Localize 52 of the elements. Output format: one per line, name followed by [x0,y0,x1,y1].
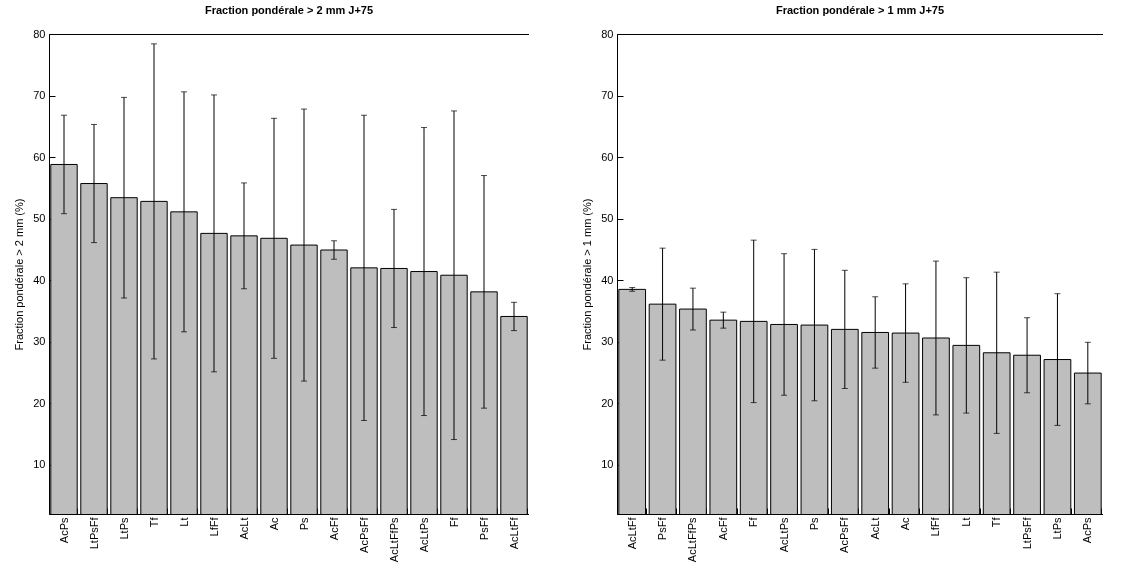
x-tick-label: Ac [267,517,280,531]
x-tick-label: PsFf [656,516,669,541]
x-tick-label: Ff [747,516,760,528]
x-tick-label: AcLtPs [777,517,790,553]
y-tick-label: 30 [33,335,46,348]
x-tick-label: LtPs [1050,517,1063,540]
y-tick-label: 40 [33,273,46,286]
x-tick-label: Lt [177,517,190,527]
y-tick-label: 20 [601,396,614,409]
x-tick-label: LtPsFf [87,516,100,550]
y-tick-label: 60 [601,150,614,163]
y-tick-label: 80 [601,27,614,40]
y-axis-title: Fraction pondérale > 2 mm (%) [13,198,26,351]
y-tick-label: 50 [33,212,46,225]
y-axis-title: Fraction pondérale > 1 mm (%) [581,198,594,351]
x-tick-label: AcPsFf [838,516,851,553]
x-tick-label: Tf [147,516,160,528]
y-tick-label: 10 [601,458,614,471]
x-tick-label: AcLtFfPs [387,517,400,563]
x-tick-label: LfFf [929,516,942,537]
x-tick-label: AcPs [57,517,70,544]
x-tick-label: Lt [959,517,972,527]
x-tick-label: LtPsFf [1020,516,1033,550]
y-tick-label: 70 [601,89,614,102]
x-tick-label: AcLtFf [625,516,638,550]
x-tick-label: Tf [990,516,1003,528]
chart-title: Fraction pondérale > 1 mm J+75 [775,4,945,16]
x-tick-label: AcPsFf [357,516,370,553]
x-tick-label: PsFf [477,516,490,541]
x-tick-label: Ps [297,517,310,531]
x-tick-label: AcPs [1081,517,1094,544]
x-tick-label: AcFf [327,516,340,541]
y-tick-label: 40 [601,273,614,286]
y-tick-label: 80 [33,27,46,40]
x-tick-label: AcLtPs [417,517,430,553]
y-tick-label: 70 [33,89,46,102]
y-tick-label: 60 [33,150,46,163]
y-tick-label: 50 [601,212,614,225]
x-tick-label: Ps [807,517,820,531]
x-tick-label: AcFf [716,516,729,541]
x-tick-label: AcLt [868,517,881,540]
x-tick-label: AcLtFfPs [686,517,699,563]
x-tick-label: Ff [447,516,460,528]
x-tick-label: AcLtFf [507,516,520,550]
y-tick-label: 30 [601,335,614,348]
x-tick-label: Ac [899,517,912,531]
x-tick-label: AcLt [237,517,250,540]
x-tick-label: LfFf [207,516,220,537]
x-tick-label: LtPs [117,517,130,540]
y-tick-label: 10 [33,458,46,471]
y-tick-label: 20 [33,396,46,409]
chart-title: Fraction pondérale > 2 mm J+75 [204,4,374,16]
